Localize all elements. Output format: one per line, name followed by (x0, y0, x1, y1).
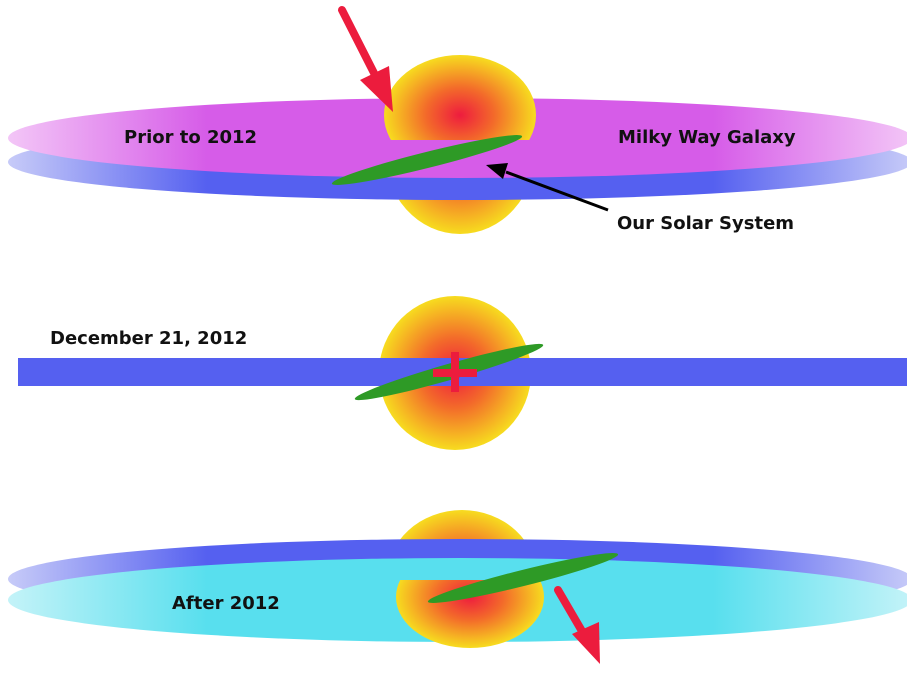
solar-system-plane (427, 553, 619, 603)
panel-december-21-2012: December 21, 2012 (18, 296, 907, 450)
pointer-arrowhead (486, 163, 508, 179)
galactic-bulge-lower (396, 580, 544, 648)
label-after-2012: After 2012 (172, 593, 280, 614)
label-december-21-2012: December 21, 2012 (50, 328, 247, 349)
galactic-bulge-upper (384, 55, 536, 140)
alignment-cross-marker (433, 352, 477, 392)
panel-after-2012: After 2012 (8, 510, 907, 664)
solar-system-plane (331, 135, 523, 185)
red-arrow-shaft (338, 6, 379, 79)
label-milky-way-galaxy: Milky Way Galaxy (618, 127, 796, 148)
label-our-solar-system: Our Solar System (617, 213, 794, 234)
pointer-line (505, 170, 609, 212)
red-arrow-head (572, 622, 600, 664)
red-arrow-head (360, 66, 393, 112)
label-prior-2012: Prior to 2012 (124, 127, 257, 148)
panel-prior-2012: Prior to 2012 Milky Way Galaxy Our Solar… (8, 6, 907, 234)
